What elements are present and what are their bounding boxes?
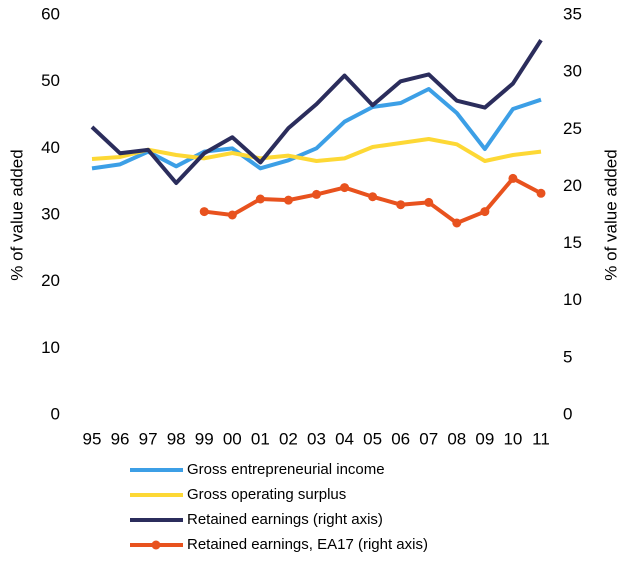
y2-tick-label: 25 — [563, 119, 582, 138]
series-marker — [508, 173, 518, 183]
x-tick-label: 00 — [223, 429, 242, 448]
x-tick-label: 01 — [251, 429, 270, 448]
series-marker — [255, 194, 265, 204]
y-tick-label: 40 — [41, 138, 60, 157]
series-marker — [227, 210, 237, 220]
y2-tick-label: 20 — [563, 176, 582, 195]
legend-label: Gross operating surplus — [187, 486, 346, 503]
series-marker — [283, 195, 293, 205]
x-tick-label: 05 — [363, 429, 382, 448]
x-tick-label: 99 — [195, 429, 214, 448]
series-marker — [368, 192, 378, 202]
y2-tick-label: 35 — [563, 4, 582, 23]
x-tick-label: 07 — [419, 429, 438, 448]
x-tick-label: 97 — [139, 429, 158, 448]
series-marker — [396, 200, 406, 210]
y2-tick-label: 5 — [563, 347, 572, 366]
y2-tick-label: 15 — [563, 233, 582, 252]
series-marker — [312, 189, 321, 199]
series-marker — [424, 197, 434, 207]
x-tick-label: 02 — [279, 429, 298, 448]
legend-label: Gross entrepreneurial income — [187, 461, 385, 478]
y-tick-label: 10 — [41, 338, 60, 357]
x-tick-label: 98 — [167, 429, 186, 448]
series-line — [91, 87, 542, 171]
legend-label: Retained earnings (right axis) — [187, 511, 383, 528]
x-tick-label: 10 — [503, 429, 522, 448]
series-line — [90, 39, 543, 185]
y-tick-label: 50 — [41, 71, 60, 90]
x-tick-label: 03 — [307, 429, 326, 448]
y2-tick-label: 10 — [563, 290, 582, 309]
x-tick-label: 96 — [111, 429, 130, 448]
x-tick-label: 04 — [335, 429, 354, 448]
x-tick-label: 06 — [391, 429, 410, 448]
x-tick-label: 95 — [83, 429, 102, 448]
series-line — [91, 137, 542, 163]
y-tick-label: 0 — [51, 404, 60, 423]
y-axis-title: % of value added — [7, 149, 26, 280]
x-tick-label: 11 — [532, 429, 550, 448]
series-marker — [340, 183, 350, 193]
series-marker — [199, 207, 209, 217]
legend-label: Retained earnings, EA17 (right axis) — [187, 536, 428, 553]
y2-tick-label: 0 — [563, 404, 572, 423]
series-marker — [480, 207, 490, 217]
y2-axis-title: % of value added — [601, 149, 620, 280]
x-tick-label: 08 — [447, 429, 466, 448]
series-marker — [536, 188, 546, 198]
y2-tick-label: 30 — [563, 62, 582, 81]
y-tick-label: 20 — [41, 271, 60, 290]
legend-marker — [151, 540, 161, 550]
y-tick-label: 60 — [41, 4, 60, 23]
y-tick-label: 30 — [41, 204, 60, 223]
x-tick-label: 09 — [475, 429, 494, 448]
series-marker — [452, 218, 462, 228]
